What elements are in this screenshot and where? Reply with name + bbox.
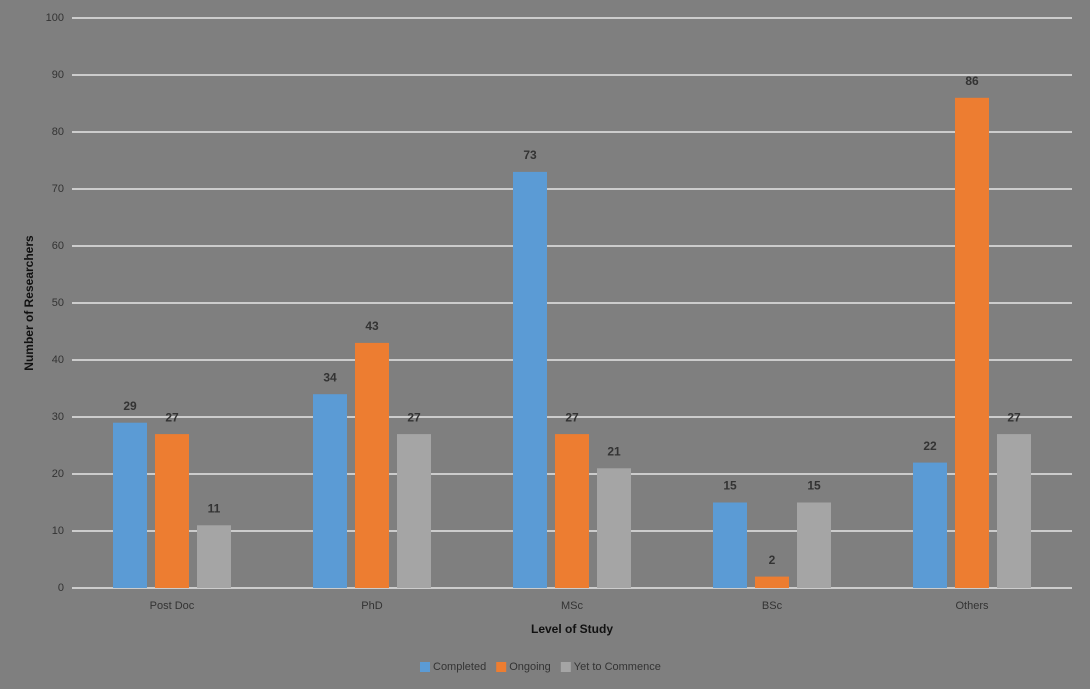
y-tick-label: 30 [52,411,64,423]
data-label: 43 [365,319,379,333]
data-label: 15 [807,479,821,493]
data-label: 27 [165,410,179,424]
legend-swatch [496,662,507,672]
bar [313,394,347,588]
y-tick-label: 80 [52,126,64,138]
data-label: 73 [523,148,537,162]
legend-label: Completed [433,661,486,673]
data-label: 15 [723,479,737,493]
y-tick-label: 0 [58,582,64,594]
y-tick-label: 90 [52,69,64,81]
bar [113,422,147,588]
bar [555,434,589,588]
bar [755,576,789,588]
bar [355,342,389,588]
y-tick-label: 50 [52,297,64,309]
data-label: 29 [123,399,137,413]
x-tick-label: BSc [762,600,783,612]
bar [513,171,547,588]
x-tick-label: PhD [361,600,382,612]
y-axis-title: Number of Researchers [22,235,36,371]
data-label: 2 [769,553,776,567]
data-label: 34 [323,370,337,384]
bar [397,434,431,588]
data-label: 21 [607,444,621,458]
bar [713,502,747,588]
bar [797,502,831,588]
bar [197,525,231,588]
legend-swatch [420,662,430,672]
legend-swatch [560,662,571,672]
y-tick-label: 20 [52,468,64,480]
legend-label: Yet to Commence [574,661,661,673]
x-tick-label: Post Doc [150,600,195,612]
legend-label: Ongoing [509,661,551,673]
bar [913,462,947,588]
bar [597,468,631,588]
data-label: 27 [407,410,421,424]
data-label: 86 [965,74,979,88]
data-label: 27 [1007,410,1021,424]
x-axis-title: Level of Study [531,622,613,636]
x-tick-label: MSc [561,600,584,612]
data-label: 27 [565,410,579,424]
y-tick-label: 40 [52,354,64,366]
y-tick-label: 10 [52,525,64,537]
bar [155,434,189,588]
x-tick-label: Others [955,600,989,612]
y-tick-label: 70 [52,183,64,195]
data-label: 22 [923,439,937,453]
bar [997,434,1031,588]
y-tick-label: 100 [46,12,64,24]
y-tick-label: 60 [52,240,64,252]
bar [955,97,989,589]
data-label: 11 [208,501,221,515]
